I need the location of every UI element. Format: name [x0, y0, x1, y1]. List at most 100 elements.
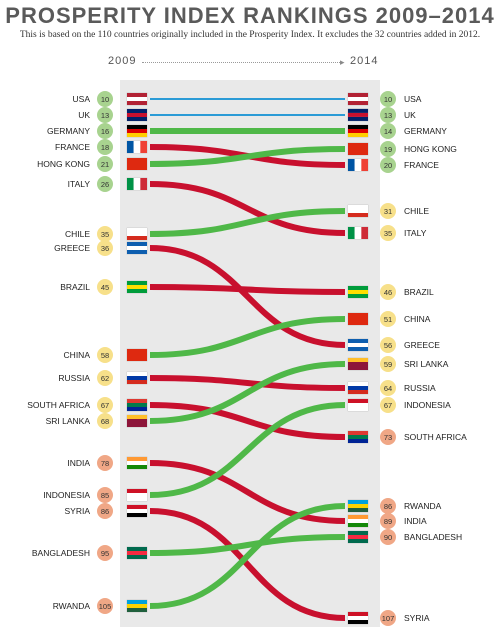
country-label-left-italy: ITALY [68, 179, 91, 189]
country-label-left-sri-lanka: SRI LANKA [46, 416, 91, 426]
rank-badge-france-right [380, 157, 396, 173]
rank-label-indonesia-left: 85 [101, 491, 109, 500]
rank-badge-rwanda-right [380, 498, 396, 514]
series-line-hong-kong [149, 146, 346, 167]
flag-icon-greece-right [347, 338, 369, 352]
series-line-syria [149, 508, 346, 621]
rank-badge-greece-left [97, 240, 113, 256]
rank-label-greece-left: 36 [101, 244, 109, 253]
country-label-right-hong-kong: HONG KONG [404, 144, 457, 154]
flag-icon-greece-left [126, 241, 148, 255]
country-label-left-germany: GERMANY [47, 126, 90, 136]
flag-icon-russia-right [347, 381, 369, 395]
flag-icon-brazil-left [126, 280, 148, 294]
country-label-right-italy: ITALY [404, 228, 427, 238]
rank-label-italy-right: 35 [384, 229, 392, 238]
flag-icon-syria-left [126, 504, 148, 518]
rank-label-uk-left: 13 [101, 111, 109, 120]
flag-icon-china-left [126, 348, 148, 362]
series-line-china [149, 316, 346, 358]
rank-badge-italy-right [380, 225, 396, 241]
rank-badge-brazil-right [380, 284, 396, 300]
flag-icon-italy-right [347, 226, 369, 240]
rank-badge-china-left [97, 347, 113, 363]
rank-badge-brazil-left [97, 279, 113, 295]
flag-icon-uk-left [126, 108, 148, 122]
rank-badge-bangladesh-right [380, 529, 396, 545]
rank-badge-chile-right [380, 203, 396, 219]
flag-icon-sri-lanka-right [347, 357, 369, 371]
country-label-left-france: FRANCE [55, 142, 90, 152]
rank-label-bangladesh-left: 95 [101, 549, 109, 558]
rank-label-france-right: 20 [384, 161, 392, 170]
country-label-right-usa: USA [404, 94, 422, 104]
country-label-left-indonesia: INDONESIA [43, 490, 90, 500]
series-line-india [149, 460, 346, 524]
series-line-bangladesh [149, 534, 346, 556]
country-label-right-china: CHINA [404, 314, 431, 324]
flag-icon-germany-left [126, 124, 148, 138]
rank-badge-sri-lanka-left [97, 413, 113, 429]
country-label-right-bangladesh: BANGLADESH [404, 532, 462, 542]
country-label-left-greece: GREECE [54, 243, 90, 253]
rank-label-france-left: 18 [101, 143, 109, 152]
rank-label-syria-right: 107 [382, 614, 395, 623]
flag-icon-france-right [347, 158, 369, 172]
country-label-left-india: INDIA [67, 458, 90, 468]
rank-label-chile-right: 31 [384, 207, 392, 216]
rank-label-germany-left: 16 [101, 127, 109, 136]
rank-badge-south-africa-left [97, 397, 113, 413]
rank-badge-italy-left [97, 176, 113, 192]
country-label-left-russia: RUSSIA [58, 373, 90, 383]
rank-label-usa-right: 10 [384, 95, 392, 104]
flag-icon-usa-left [126, 92, 148, 106]
series-line-greece [149, 245, 346, 348]
country-label-right-brazil: BRAZIL [404, 287, 434, 297]
rank-badge-bangladesh-left [97, 545, 113, 561]
rank-label-china-left: 58 [101, 351, 109, 360]
rank-badge-india-right [380, 513, 396, 529]
country-label-right-rwanda: RWANDA [404, 501, 442, 511]
country-label-left-china: CHINA [64, 350, 91, 360]
country-label-left-rwanda: RWANDA [53, 601, 91, 611]
year-right-label: 2014 [350, 55, 379, 67]
country-label-right-russia: RUSSIA [404, 383, 436, 393]
rank-badge-uk-right [380, 106, 396, 123]
series-line-sri-lanka [149, 361, 346, 424]
rank-label-indonesia-right: 67 [384, 401, 392, 410]
rank-badge-uk-left [97, 107, 113, 123]
flag-icon-italy-left [126, 177, 148, 191]
rank-label-brazil-right: 46 [384, 288, 392, 297]
rank-label-uk-right: 13 [384, 111, 392, 120]
country-label-left-hong-kong: HONG KONG [37, 159, 90, 169]
rank-label-russia-right: 64 [384, 384, 392, 393]
rank-badge-syria-left [97, 503, 113, 519]
country-label-right-france: FRANCE [404, 160, 439, 170]
rank-badge-greece-right [380, 337, 396, 353]
country-label-right-syria: SYRIA [404, 613, 430, 623]
series-line-rwanda [149, 503, 346, 609]
flag-icon-south-africa-left [126, 398, 148, 412]
rank-badge-russia-left [97, 370, 113, 386]
flag-icon-south-africa-right [347, 430, 369, 444]
country-label-right-uk: UK [404, 110, 416, 120]
rank-badge-indonesia-left [97, 487, 113, 503]
rank-label-hong-kong-left: 21 [101, 160, 109, 169]
rank-label-bangladesh-right: 90 [384, 533, 392, 542]
series-line-brazil [149, 284, 346, 295]
year-arrow-line [142, 62, 342, 63]
country-label-left-syria: SYRIA [64, 506, 90, 516]
flag-icon-uk-right [347, 108, 369, 122]
rank-label-rwanda-right: 86 [384, 502, 392, 511]
country-label-left-uk: UK [78, 110, 90, 120]
flag-icon-sri-lanka-left [126, 414, 148, 428]
rank-badge-germany-left [97, 123, 113, 139]
country-label-right-sri-lanka: SRI LANKA [404, 359, 449, 369]
rank-label-russia-left: 62 [101, 374, 109, 383]
flag-icon-bangladesh-left [126, 546, 148, 560]
rank-badge-usa-left [97, 91, 113, 107]
rank-badge-syria-right [380, 610, 396, 626]
series-line-russia [149, 375, 346, 391]
rank-badge-germany-right [380, 123, 396, 139]
